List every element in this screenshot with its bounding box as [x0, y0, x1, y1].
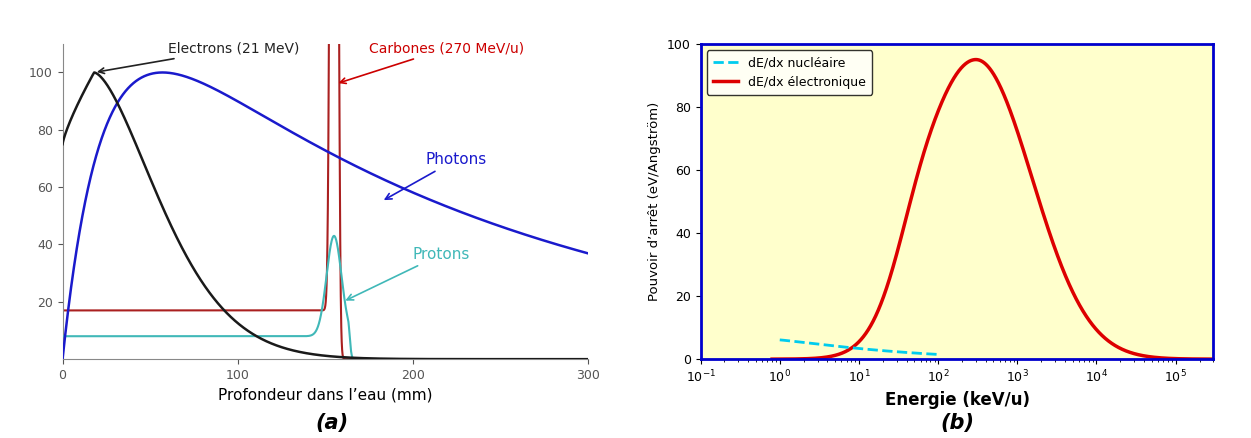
X-axis label: Profondeur dans l’eau (mm): Profondeur dans l’eau (mm) [218, 388, 433, 403]
Text: (b): (b) [940, 413, 975, 433]
Legend: dE/dx nucléaire, dE/dx électronique: dE/dx nucléaire, dE/dx électronique [707, 50, 872, 95]
Text: Protons: Protons [347, 247, 470, 300]
X-axis label: Energie (keV/u): Energie (keV/u) [884, 391, 1030, 409]
Y-axis label: Pouvoir d’arrêt (eV/Angström): Pouvoir d’arrêt (eV/Angström) [648, 102, 662, 301]
Text: Electrons (21 MeV): Electrons (21 MeV) [99, 42, 299, 74]
Text: Carbones (270 MeV/u): Carbones (270 MeV/u) [340, 42, 524, 84]
Text: (a): (a) [315, 413, 348, 433]
Text: Photons: Photons [385, 152, 487, 199]
